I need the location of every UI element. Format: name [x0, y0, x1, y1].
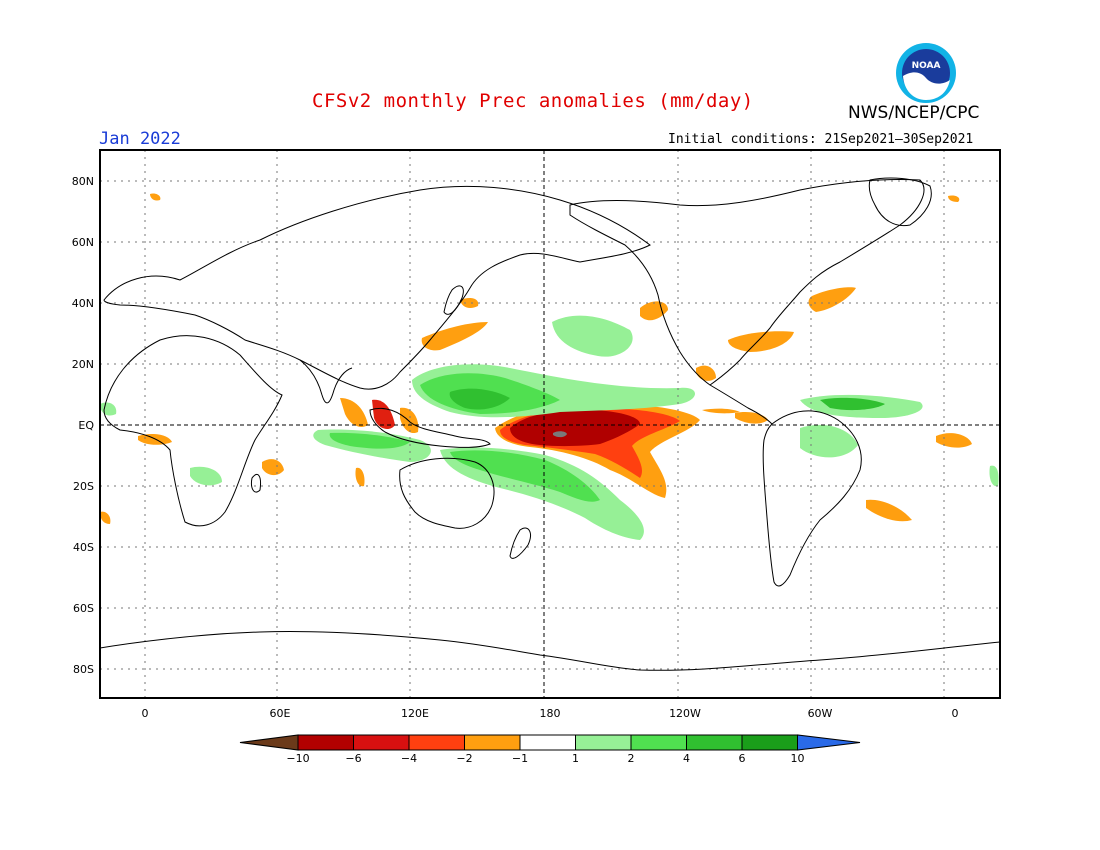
lon-axis-labels: 0 60E 120E 180 120W 60W 0: [142, 707, 959, 720]
lat-label: EQ: [78, 419, 94, 432]
iceland-dry: [948, 195, 960, 202]
lat-label: 80N: [72, 175, 94, 188]
colorbar-tick-label: −1: [512, 752, 528, 765]
colorbar-swatch: [741, 734, 798, 751]
south-america-coast: [762, 410, 862, 587]
forecast-month: Jan 2022: [99, 129, 181, 149]
west-atlantic-edge-wet: [100, 402, 117, 416]
lat-label: 80S: [73, 663, 94, 676]
colorbar-swatch: [575, 734, 632, 751]
australia-coast: [399, 457, 495, 529]
colorbar-tick-label: −2: [456, 752, 472, 765]
initial-conditions-label: Initial conditions: 21Sep2021–30Sep2021: [668, 132, 974, 147]
west-china-dry: [355, 467, 365, 487]
equatorial-atlantic-wet-band-mid: [820, 397, 885, 411]
maritime-continent-dry-core: [372, 399, 395, 430]
lat-label: 20N: [72, 358, 94, 371]
nw-pacific-dry-band-2: [460, 298, 479, 308]
gulf-of-guinea-dry: [936, 433, 972, 448]
japan-coast: [443, 285, 464, 315]
noaa-logo: NOAA: [896, 43, 956, 103]
east-africa-dry: [138, 434, 172, 445]
lon-label: 120E: [401, 707, 429, 720]
colorbar-tick-label: 4: [683, 752, 690, 765]
colorbar-max-arrow: [797, 734, 861, 751]
north-atlantic-dry: [808, 287, 856, 312]
indian-subcontinent-coast: [299, 359, 353, 404]
mexico-dry: [696, 365, 716, 381]
noaa-logo-text: NOAA: [912, 61, 941, 71]
amazon-wet: [800, 424, 858, 458]
colorbar-swatch: [297, 734, 354, 751]
graticule: [100, 150, 1000, 698]
lat-label: 60N: [72, 236, 94, 249]
coastlines: [100, 177, 1000, 671]
lat-axis-labels: 80N 60N 40N 20N EQ 20S 40S 60S 80S: [72, 175, 95, 676]
lat-label: 20S: [73, 480, 94, 493]
colorbar-swatch: [408, 734, 465, 751]
colorbar-min-arrow: [239, 734, 299, 751]
north-pacific-wet-patch: [552, 315, 633, 357]
colorbar-swatch: [630, 734, 687, 751]
east-pacific-dry-strip: [702, 408, 740, 414]
colorbar: −10 −6 −4 −2 −1 1 2 4 6 10: [239, 734, 861, 765]
maritime-continent-coast: [369, 407, 491, 448]
lon-label: 60W: [808, 707, 833, 720]
colorbar-tick-label: 10: [791, 752, 805, 765]
lon-label: 0: [142, 707, 149, 720]
north-america-coast: [569, 178, 925, 386]
new-zealand-coast: [509, 527, 531, 559]
reference-lines: [100, 150, 1000, 698]
greenland-dry: [150, 193, 161, 201]
maritime-continent-dry: [340, 398, 368, 427]
colorbar-swatch: [353, 734, 410, 751]
lat-label: 40S: [73, 541, 94, 554]
indian-ocean-wet-band-mid: [329, 432, 410, 449]
west-pacific-wet-band-north-core: [449, 388, 510, 410]
colorbar-swatch: [464, 734, 521, 751]
greenland-coast: [868, 177, 932, 227]
colorbar-tick-label: −4: [401, 752, 417, 765]
colorbar-swatch: [686, 734, 743, 751]
lon-label: 0: [952, 707, 959, 720]
lon-label: 120W: [669, 707, 701, 720]
colorbar-tick-label: 2: [628, 752, 635, 765]
lat-label: 60S: [73, 602, 94, 615]
lat-label: 40N: [72, 297, 94, 310]
southwest-africa-dry: [100, 511, 111, 524]
colorbar-swatch: [519, 734, 576, 751]
colorbar-tick-label: −6: [345, 752, 361, 765]
nw-pacific-dry-band: [421, 322, 488, 351]
colorbar-tick-label: −10: [286, 752, 309, 765]
gulf-of-mexico-dry: [728, 331, 794, 352]
central-pacific-dry-anomaly-center: [553, 431, 567, 438]
anomaly-shading: [100, 193, 999, 540]
central-pacific-dry-anomaly-core: [510, 409, 640, 447]
lon-label: 180: [540, 707, 561, 720]
colorbar-tick-label: 6: [739, 752, 746, 765]
antarctica-coast: [100, 630, 1000, 671]
organization-label: NWS/NCEP/CPC: [848, 103, 980, 123]
central-america-coast: [709, 384, 773, 425]
africa-coast: [103, 335, 283, 527]
spcz-wet-band-mid: [450, 450, 600, 502]
madagascar-coast: [251, 474, 261, 493]
chart-title: CFSv2 monthly Prec anomalies (mm/day): [312, 90, 754, 112]
far-east-wet: [989, 465, 999, 487]
south-atlantic-dry: [866, 499, 912, 522]
map-frame: [99, 149, 1001, 699]
west-indian-ocean-dry: [262, 459, 284, 476]
colombia-dry: [735, 411, 768, 424]
maritime-continent-dry-2: [400, 407, 419, 434]
southern-africa-wet: [190, 466, 222, 486]
europe-asia-coast: [103, 185, 651, 390]
lon-label: 60E: [270, 707, 291, 720]
colorbar-tick-label: 1: [572, 752, 579, 765]
